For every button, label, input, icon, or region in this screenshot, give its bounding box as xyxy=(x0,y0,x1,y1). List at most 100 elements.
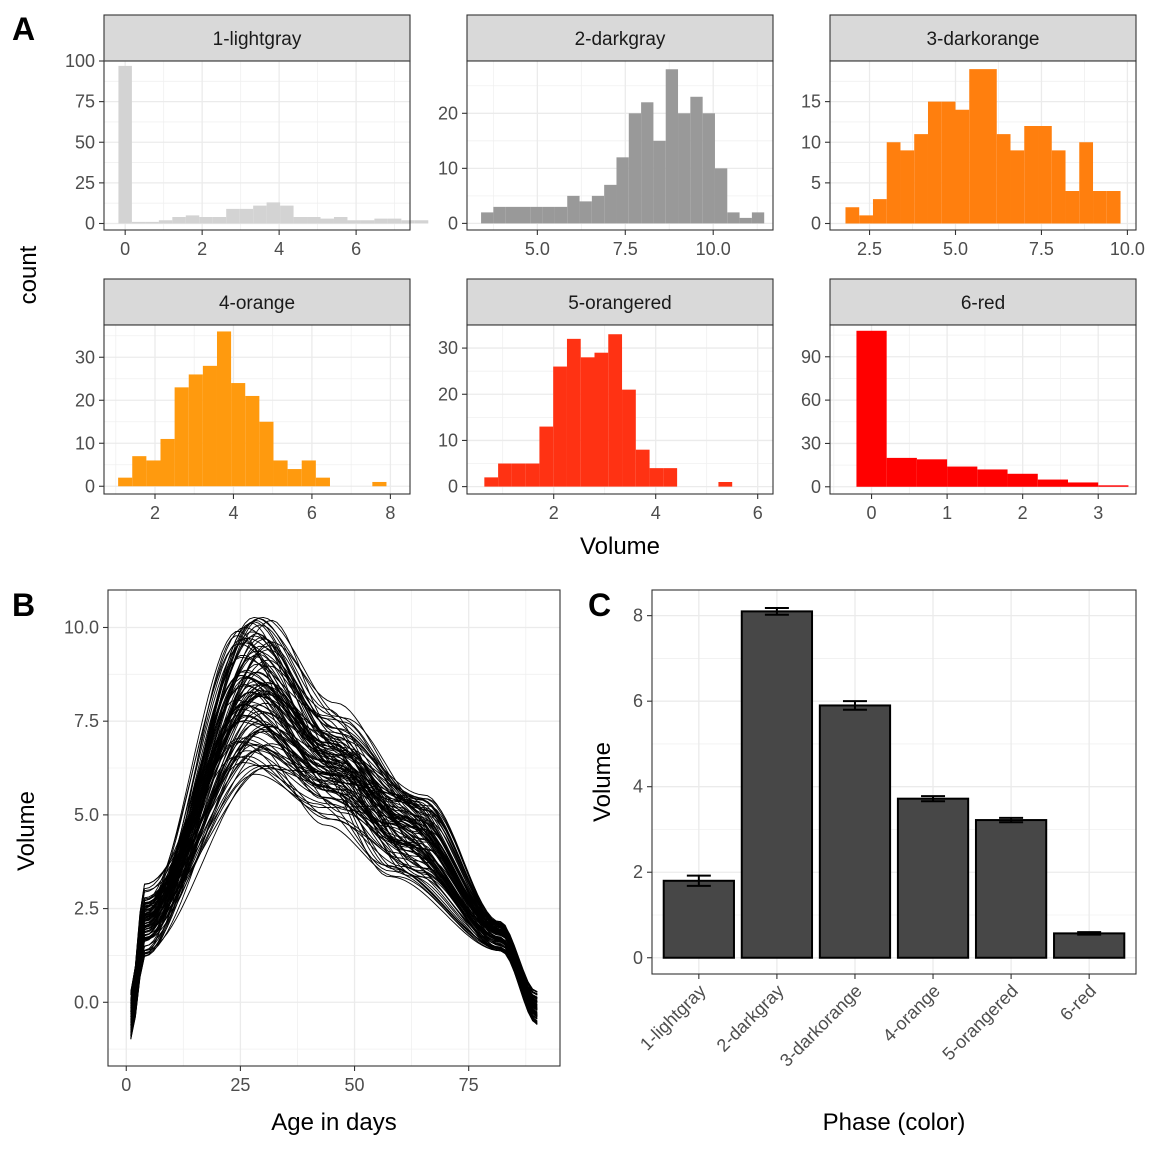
volume-curve xyxy=(130,735,538,1025)
histogram-bar xyxy=(1024,126,1039,224)
histogram-bar xyxy=(1037,479,1068,487)
y-tick-label: 0 xyxy=(811,477,821,497)
bar-5-orangered xyxy=(974,819,1048,959)
volume-curve xyxy=(130,743,538,1010)
volume-curve xyxy=(130,631,538,1012)
histogram-bar xyxy=(663,468,678,487)
y-tick-label: 15 xyxy=(801,92,821,112)
histogram-bar xyxy=(845,207,860,224)
x-tick-label: 7.5 xyxy=(613,239,638,259)
histogram-bar xyxy=(498,463,512,487)
bar-1-lightgray xyxy=(662,879,735,959)
y-tick-label: 0 xyxy=(811,214,821,234)
panel-b-xlabel: Age in days xyxy=(271,1109,396,1136)
y-tick-label: 2.5 xyxy=(74,899,99,919)
y-tick-label: 100 xyxy=(65,51,95,71)
x-tick-label: 6 xyxy=(351,239,361,259)
y-tick-label: 0 xyxy=(85,476,95,496)
histogram-bar xyxy=(1051,150,1066,224)
x-tick-label: 2 xyxy=(549,503,559,523)
histogram-bar xyxy=(231,383,246,487)
histogram-bar xyxy=(333,217,348,224)
histogram-bar xyxy=(118,65,132,224)
y-tick-label: 20 xyxy=(75,390,95,410)
y-tick-label: 10 xyxy=(801,132,821,152)
volume-curve xyxy=(130,672,538,1037)
panel-c-ylabel: Volume xyxy=(589,742,616,822)
histogram-bar xyxy=(1098,485,1129,487)
x-tick-label: 1 xyxy=(942,503,952,523)
y-tick-label: 30 xyxy=(438,338,458,358)
y-tick-label: 90 xyxy=(801,347,821,367)
x-tick-label: 0 xyxy=(120,239,130,259)
histogram-bar xyxy=(481,212,494,224)
y-tick-label: 75 xyxy=(75,92,95,112)
histogram-bar xyxy=(525,463,540,487)
histogram-bar xyxy=(539,426,554,487)
x-tick-label: 25 xyxy=(230,1075,250,1095)
histogram-bar xyxy=(185,215,200,224)
facet-5-orangered: 5-orangered 2 4 6 0 10 20 30 xyxy=(438,278,774,523)
x-tick-label: 5-orangered xyxy=(938,981,1021,1064)
histogram-bar xyxy=(969,69,983,224)
x-tick-label: 8 xyxy=(385,503,395,523)
y-tick-label: 0 xyxy=(448,477,458,497)
facet-strip xyxy=(103,14,411,62)
histogram-bar xyxy=(1010,150,1025,224)
y-tick-label: 20 xyxy=(438,103,458,123)
histogram-bar xyxy=(320,218,334,224)
histogram-bar xyxy=(900,150,915,224)
histogram-bar xyxy=(641,102,654,224)
histogram-bar xyxy=(188,374,203,487)
volume-curve xyxy=(130,768,538,1032)
histogram-bar xyxy=(253,205,267,224)
histogram-bar xyxy=(622,389,636,487)
facet-2-darkgray: 2-darkgray 5.0 7.5 10.0 0 10 20 xyxy=(438,14,774,259)
facet-strip-label: 3-darkorange xyxy=(926,29,1039,50)
histogram-bar xyxy=(511,463,526,487)
volume-curve xyxy=(130,639,538,1013)
x-tick-label: 0 xyxy=(121,1075,131,1095)
histogram-bar xyxy=(293,217,308,224)
histogram-bar xyxy=(374,218,388,224)
facet-panel-border xyxy=(103,60,411,231)
histogram-bar xyxy=(245,395,260,487)
histogram-bar xyxy=(739,217,752,224)
volume-curve xyxy=(130,748,538,1011)
histogram-bar xyxy=(1093,191,1107,224)
histogram-bar xyxy=(160,438,175,487)
histogram-bar xyxy=(1068,482,1099,487)
histogram-bar xyxy=(202,365,217,487)
facet-panel-border xyxy=(829,60,1137,231)
volume-curve xyxy=(130,650,538,1015)
facet-strip-label: 4-orange xyxy=(219,293,295,314)
histogram-bar xyxy=(947,466,978,487)
volume-curve xyxy=(130,720,538,1035)
histogram-bar xyxy=(158,220,173,224)
histogram-bar xyxy=(414,220,429,224)
histogram-bar xyxy=(591,195,605,224)
histogram-bar xyxy=(727,212,740,224)
y-tick-label: 0 xyxy=(448,213,458,233)
panel-a-ylabel: count xyxy=(15,245,42,304)
y-tick-label: 10 xyxy=(438,430,458,450)
plot-border xyxy=(107,589,561,1067)
facet-strip xyxy=(466,14,774,62)
panel-label-c: C xyxy=(588,587,611,623)
y-tick-label: 50 xyxy=(75,132,95,152)
y-tick-label: 2 xyxy=(633,862,643,882)
histogram-bar xyxy=(505,206,518,224)
x-tick-label: 4-orange xyxy=(879,981,944,1046)
x-tick-label: 0 xyxy=(867,503,877,523)
histogram-bar xyxy=(916,459,948,487)
histogram-bar xyxy=(751,212,765,224)
histogram-bar xyxy=(216,331,232,487)
facet-panel-border xyxy=(466,60,774,231)
histogram-bar xyxy=(307,217,321,224)
histogram-bar xyxy=(132,456,147,487)
histogram-bar xyxy=(280,205,294,224)
facet-strip-label: 5-orangered xyxy=(568,293,672,314)
